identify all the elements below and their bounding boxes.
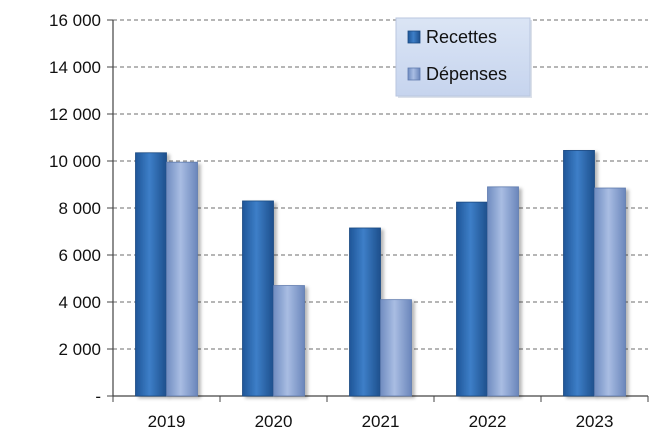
- legend-label: Dépenses: [426, 64, 507, 84]
- legend-label: Recettes: [426, 27, 497, 47]
- bar-d-penses-2021: [380, 299, 412, 397]
- y-tick-label: 16 000: [49, 11, 101, 30]
- y-tick-label: 10 000: [49, 152, 101, 171]
- bar-recettes-2021: [349, 227, 381, 397]
- y-tick-label: 2 000: [58, 340, 101, 359]
- legend-swatch: [407, 67, 421, 81]
- tick-labels: - 2 000 4 000 6 000 8 000 10 000 12 000 14 000 1…: [49, 11, 613, 431]
- bars: [135, 150, 626, 397]
- bar-recettes-2022: [456, 201, 488, 397]
- x-tick-label: 2023: [576, 412, 614, 431]
- y-tick-label: 6 000: [58, 246, 101, 265]
- bar-d-penses-2023: [594, 187, 626, 397]
- y-tick-label: 12 000: [49, 105, 101, 124]
- y-tick-label: 8 000: [58, 199, 101, 218]
- bar-recettes-2023: [563, 150, 595, 397]
- legend: Recettes Dépenses: [395, 17, 532, 98]
- legend-swatch: [407, 30, 421, 44]
- bar-recettes-2019: [135, 152, 167, 397]
- y-tick-label: 14 000: [49, 58, 101, 77]
- bar-d-penses-2022: [487, 186, 519, 397]
- bar-recettes-2020: [242, 200, 274, 397]
- y-tick-label: -: [95, 387, 101, 406]
- x-tick-label: 2019: [148, 412, 186, 431]
- x-tick-label: 2021: [362, 412, 400, 431]
- bar-d-penses-2020: [273, 285, 305, 397]
- x-tick-label: 2020: [255, 412, 293, 431]
- x-tick-label: 2022: [469, 412, 507, 431]
- y-tick-label: 4 000: [58, 293, 101, 312]
- bar-d-penses-2019: [166, 161, 198, 397]
